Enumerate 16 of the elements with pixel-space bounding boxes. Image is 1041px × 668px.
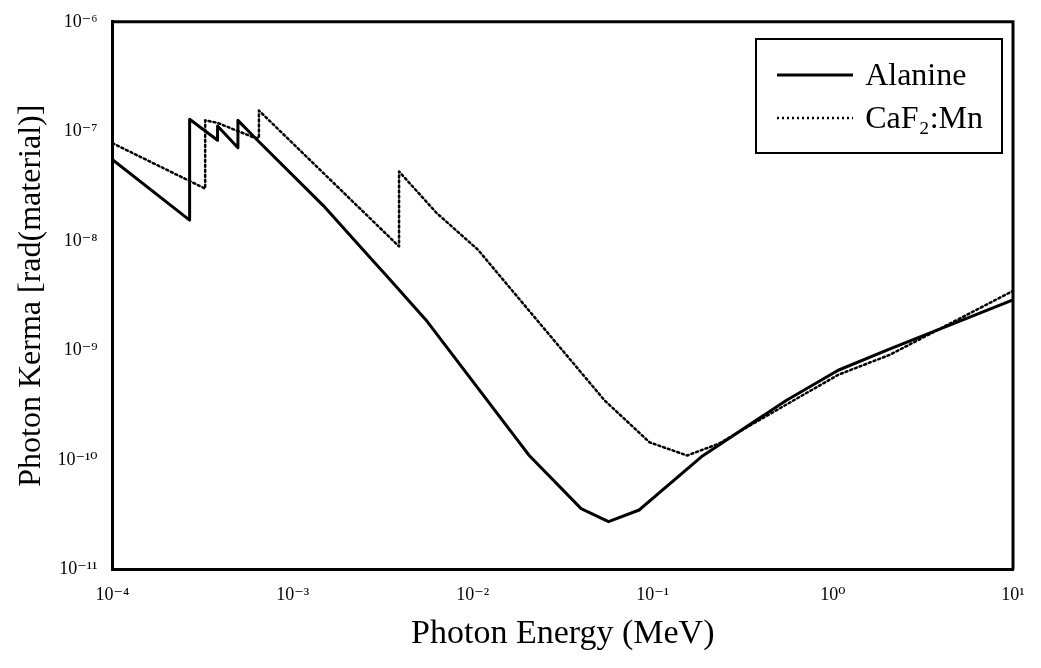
legend-label: CaF₂:Mn	[865, 99, 983, 136]
x-tick-label: 10⁻²	[456, 584, 490, 605]
y-tick-label: 10⁻⁷	[63, 120, 98, 141]
x-tick-label: 10⁻¹	[636, 584, 670, 605]
x-axis-title: Photon Energy (MeV)	[411, 612, 715, 651]
x-tick-label: 10⁰	[820, 584, 846, 605]
x-tick-label: 10⁻⁴	[95, 584, 130, 605]
y-tick-label: 10⁻¹¹	[59, 558, 98, 579]
y-axis-title: Photon Kerma [rad(material)]	[10, 104, 47, 487]
y-tick-label: 10⁻¹⁰	[57, 448, 98, 469]
y-tick-label: 10⁻⁹	[63, 339, 98, 360]
x-tick-label: 10¹	[1001, 584, 1025, 605]
legend-label: Alanine	[865, 56, 967, 93]
x-tick-label: 10⁻³	[276, 584, 310, 605]
y-tick-label: 10⁻⁸	[63, 229, 98, 250]
y-tick-label: 10⁻⁶	[63, 10, 98, 31]
